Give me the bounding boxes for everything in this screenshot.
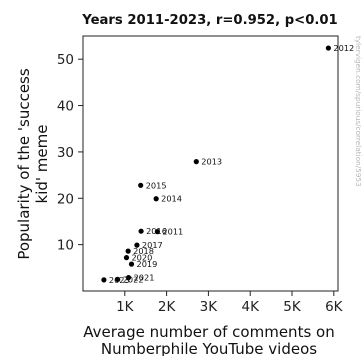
data-point-2021 [125,274,132,281]
data-point-2017 [134,242,140,248]
y-tick-label: 50 [57,52,74,68]
x-tick-label: 2K [158,299,177,315]
data-point-labels: 2011201220132014201520162017201820192020… [109,43,354,285]
data-point-2013 [193,159,199,165]
data-point-2015 [138,182,144,188]
data-point-2016 [138,228,144,234]
y-tick-label: 20 [57,191,74,207]
plot-frame [82,35,339,292]
point-label-2011: 2011 [162,227,183,237]
point-label-2019: 2019 [136,259,157,269]
data-point-2018 [125,248,131,254]
point-label-2014: 2014 [161,194,182,204]
y-tick-label: 10 [57,238,74,254]
x-tick-label: 3K [200,299,219,315]
data-point-2023 [101,277,107,283]
y-tick-label: 40 [57,99,74,115]
x-axis-ticks: 1K 2K 3K 4K 5K 6K [116,291,344,315]
x-tick-label: 4K [241,299,260,315]
x-tick-label: 5K [283,299,302,315]
x-tick-label: 6K [325,299,344,315]
point-label-2018: 2018 [133,246,154,256]
watermark: tylervigen.com/spurious/correlation/5953 [354,36,363,187]
y-axis-title-line-2: kid' meme [33,125,51,204]
point-label-2023: 2023 [109,275,130,285]
point-label-2017: 2017 [142,240,163,250]
point-label-2021: 2021 [134,273,155,283]
y-axis-ticks: 10 20 30 40 50 [57,52,83,254]
point-label-2012: 2012 [333,43,354,53]
point-label-2022: 2022 [123,274,144,284]
data-point-2022 [115,276,121,283]
y-tick-label: 30 [57,145,74,161]
x-axis-title-line-2: Numberphile YouTube videos [101,340,317,356]
point-label-2020: 2020 [131,253,152,263]
data-points [101,45,331,283]
point-label-2016: 2016 [146,226,167,236]
point-label-2013: 2013 [201,157,222,167]
data-point-2012 [325,45,331,51]
x-tick-label: 1K [116,299,135,315]
data-point-2011 [154,229,161,235]
data-point-2020 [123,255,130,261]
y-axis-title-line-1: Popularity of the 'success [15,68,33,260]
chart-title: Years 2011-2023, r=0.952, p<0.01 [81,13,338,28]
point-label-2015: 2015 [146,180,167,190]
data-point-2019 [128,261,135,267]
data-point-2014 [153,196,159,202]
x-axis-title-line-1: Average number of comments on [83,323,334,341]
